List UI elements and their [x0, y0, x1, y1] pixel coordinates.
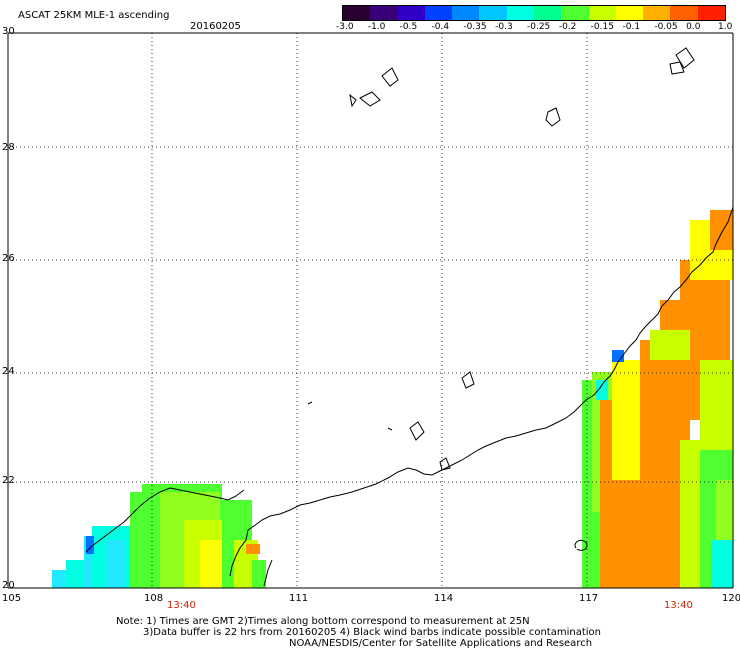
- wind-cell: [252, 560, 266, 588]
- pass-time-left: 13:40: [167, 600, 196, 611]
- lat-label-22: 22: [2, 475, 15, 486]
- china-coast-east: [229, 206, 734, 577]
- leizhou-coast: [85, 487, 245, 553]
- color-swatch: [506, 6, 534, 20]
- color-swatch: [370, 6, 398, 20]
- lat-label-28: 28: [2, 142, 15, 153]
- lat-label-24: 24: [2, 366, 15, 377]
- color-swatch: [343, 6, 371, 20]
- ascat-swaths: [52, 210, 733, 588]
- hainan-coast: [263, 559, 273, 587]
- islands-north: [349, 47, 695, 127]
- color-scale-label: -0.1: [622, 22, 641, 32]
- color-scale-label: -0.25: [527, 22, 551, 32]
- lat-label-26: 26: [2, 253, 15, 264]
- lat-label-20: 20: [2, 580, 15, 591]
- color-scale-label: -0.15: [590, 22, 614, 32]
- color-scale-label: -0.4: [431, 22, 450, 32]
- color-swatch: [424, 6, 453, 20]
- wind-cell: [86, 536, 94, 554]
- wind-cell: [612, 350, 624, 362]
- color-swatch: [615, 6, 644, 20]
- wind-cell: [596, 380, 608, 400]
- wind-cell: [712, 540, 733, 588]
- color-scale-label: -0.5: [399, 22, 418, 32]
- product-date: 20160205: [190, 21, 241, 32]
- footer-note-2: 3)Data buffer is 22 hrs from 20160205 4)…: [143, 627, 601, 638]
- lon-label-114: 114: [434, 593, 454, 604]
- lon-label-111: 111: [289, 593, 309, 604]
- color-swatch: [561, 6, 589, 20]
- pass-time-right: 13:40: [664, 600, 693, 611]
- wind-cell: [710, 210, 733, 250]
- color-scale-label: -0.2: [558, 22, 577, 32]
- wind-cell: [650, 330, 690, 360]
- color-swatch: [697, 6, 725, 20]
- color-swatch: [533, 6, 562, 20]
- coastline: [85, 47, 734, 587]
- color-scale-label: -0.05: [654, 22, 678, 32]
- lon-label-117: 117: [579, 593, 599, 604]
- product-title: ASCAT 25KM MLE-1 ascending: [18, 10, 170, 21]
- wind-cell: [660, 480, 680, 588]
- color-scale-label: 0.0: [686, 22, 701, 32]
- color-scale-label: -1.0: [367, 22, 386, 32]
- color-swatch: [670, 6, 698, 20]
- wind-cell: [106, 540, 126, 588]
- lon-label-108: 108: [144, 593, 164, 604]
- color-scale-label: -0.35: [463, 22, 487, 32]
- color-swatch: [452, 6, 480, 20]
- color-swatch: [479, 6, 507, 20]
- color-scale-label: -3.0: [336, 22, 354, 32]
- color-swatch: [397, 6, 425, 20]
- islands-coast: [307, 371, 588, 551]
- lat-label-30: 30: [2, 26, 15, 37]
- lon-label-105: 105: [2, 593, 22, 604]
- lon-label-120: 120: [722, 593, 740, 604]
- color-swatch: [588, 6, 616, 20]
- color-scale-label: -0.3: [495, 22, 513, 32]
- footer-credit: NOAA/NESDIS/Center for Satellite Applica…: [289, 638, 593, 649]
- color-swatch: [643, 6, 671, 20]
- footer-note-1: Note: 1) Times are GMT 2)Times along bot…: [116, 616, 530, 627]
- color-scale-bar: [342, 5, 726, 21]
- color-scale-label: 1.0: [718, 22, 733, 32]
- wind-cell: [246, 544, 260, 554]
